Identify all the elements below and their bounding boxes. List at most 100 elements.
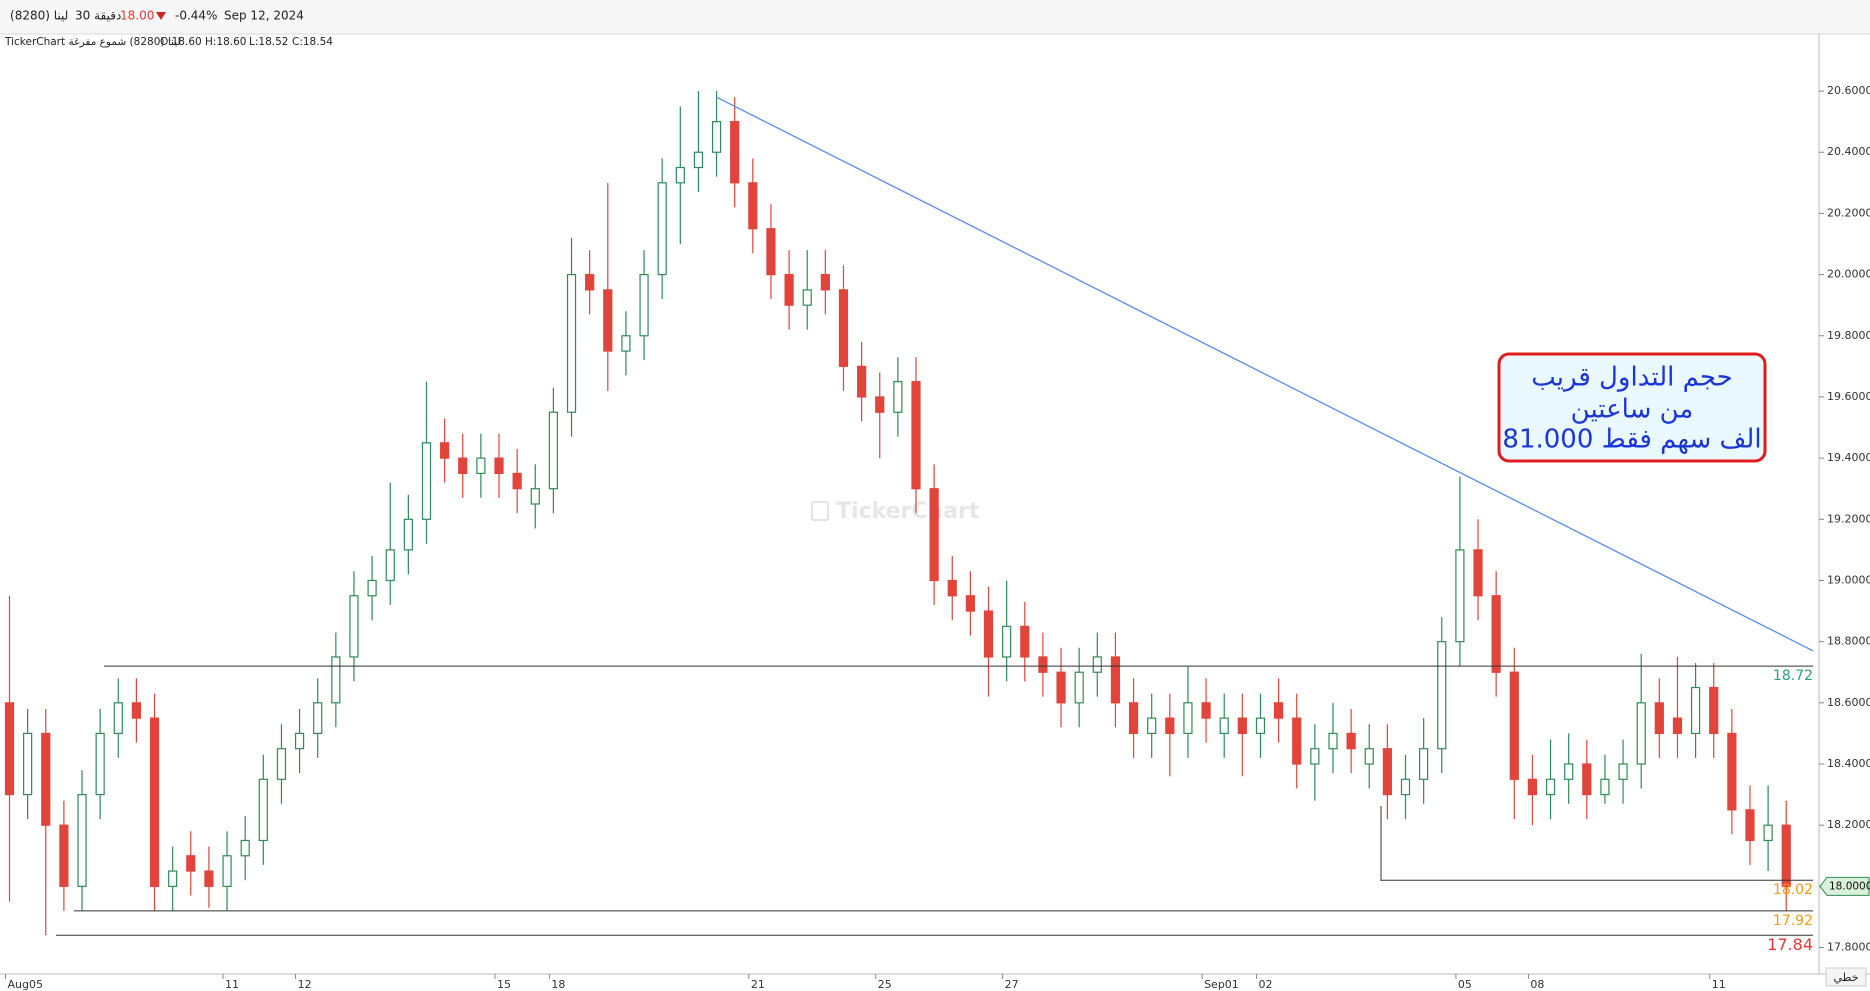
y-tick-label: 18.2000 bbox=[1827, 818, 1870, 831]
candle-body bbox=[1183, 702, 1193, 735]
candle-body bbox=[440, 442, 450, 459]
x-tick-label: 15 bbox=[497, 978, 511, 991]
candle-body bbox=[983, 610, 994, 658]
candle-body bbox=[603, 289, 613, 352]
candle-body bbox=[1600, 778, 1610, 796]
candle-body bbox=[1455, 549, 1465, 643]
y-tick-label: 20.0000 bbox=[1827, 268, 1870, 281]
candle-body bbox=[1237, 717, 1247, 735]
level-label: 17.84 bbox=[1767, 935, 1813, 954]
candle-body bbox=[1437, 641, 1447, 750]
candle-body bbox=[711, 121, 722, 153]
chart-type-button[interactable] bbox=[1825, 967, 1867, 987]
candle-body bbox=[566, 273, 577, 413]
candle-body bbox=[421, 442, 432, 520]
candle-body bbox=[494, 457, 504, 475]
candle-body bbox=[1745, 809, 1755, 842]
candle-body bbox=[748, 182, 758, 230]
down-arrow bbox=[156, 12, 166, 20]
x-tick-label: 11 bbox=[225, 978, 239, 991]
x-tick-label: 11 bbox=[1712, 978, 1726, 991]
candle-body bbox=[476, 457, 486, 475]
y-tick-label: 19.4000 bbox=[1827, 451, 1870, 464]
y-tick-label: 20.2000 bbox=[1827, 206, 1870, 219]
candle-body bbox=[639, 273, 649, 337]
candle-body bbox=[41, 732, 51, 826]
candle-body bbox=[548, 411, 559, 490]
price-tag bbox=[1819, 876, 1870, 896]
x-tick-label: 08 bbox=[1530, 978, 1544, 991]
price-tag-label: 18.0000 bbox=[1829, 880, 1870, 892]
candle-body bbox=[911, 381, 921, 490]
candle-body bbox=[1310, 748, 1320, 765]
candle-body bbox=[675, 166, 685, 184]
candle-body bbox=[1727, 732, 1737, 811]
candle-body bbox=[784, 273, 794, 306]
candle-body bbox=[1763, 824, 1773, 842]
candle-body bbox=[1219, 717, 1229, 735]
high-label: H:18.60 bbox=[205, 36, 247, 48]
y-tick-label: 20.6000 bbox=[1827, 84, 1870, 97]
candle-body bbox=[1709, 686, 1719, 735]
candle-body bbox=[59, 824, 69, 887]
candle-body bbox=[512, 472, 522, 490]
candle-body bbox=[1292, 717, 1302, 765]
candle-body bbox=[1473, 549, 1483, 597]
candle-body bbox=[1110, 656, 1121, 704]
open-label: O:18.60 bbox=[160, 36, 202, 48]
candle-body bbox=[23, 732, 33, 796]
candle-body bbox=[458, 457, 468, 475]
candle-body bbox=[1509, 671, 1519, 780]
candle-body bbox=[1636, 702, 1646, 765]
candle-body bbox=[385, 549, 395, 582]
candle-body bbox=[331, 656, 341, 704]
candle-body bbox=[1382, 748, 1392, 796]
candle-body bbox=[222, 855, 232, 887]
candle-body bbox=[1165, 717, 1175, 735]
y-tick-label: 19.6000 bbox=[1827, 390, 1870, 403]
candle-body bbox=[1582, 763, 1592, 796]
level-label: 18.72 bbox=[1773, 668, 1813, 684]
candle-body bbox=[893, 381, 903, 413]
candle-body bbox=[965, 595, 975, 612]
candle-body bbox=[947, 579, 957, 597]
y-tick-label: 19.8000 bbox=[1827, 329, 1870, 342]
annotation-line: 81.000 الف سهم فقط bbox=[1502, 425, 1761, 455]
y-tick-label: 17.8000 bbox=[1827, 941, 1870, 954]
candle-body bbox=[1690, 686, 1701, 735]
x-tick-label: 02 bbox=[1258, 978, 1272, 991]
candle-body bbox=[168, 870, 178, 887]
candle-body bbox=[693, 151, 704, 169]
close-label: C:18.54 bbox=[292, 36, 333, 48]
candle-body bbox=[1092, 656, 1102, 673]
candle-body bbox=[1273, 702, 1284, 719]
candle-body bbox=[1201, 702, 1211, 719]
interval: 30 دقيقة bbox=[75, 9, 121, 23]
candle-body bbox=[875, 396, 885, 413]
candle-body bbox=[929, 488, 939, 582]
candle-body bbox=[1328, 732, 1338, 750]
candle-body bbox=[857, 365, 867, 398]
x-tick-label: 18 bbox=[551, 978, 565, 991]
candle-body bbox=[838, 289, 849, 367]
candle-body bbox=[276, 748, 287, 780]
candle-body bbox=[403, 518, 413, 551]
x-tick-label: 21 bbox=[751, 978, 765, 991]
candle-body bbox=[1020, 625, 1030, 658]
candle-body bbox=[313, 702, 323, 735]
candle-body bbox=[1038, 656, 1048, 673]
y-tick-label: 18.8000 bbox=[1827, 635, 1870, 648]
candle-body bbox=[204, 870, 214, 887]
annotation-box bbox=[1497, 352, 1767, 463]
candle-body bbox=[349, 595, 359, 658]
candle-body bbox=[77, 793, 87, 887]
candle-body bbox=[1654, 702, 1664, 735]
chart-type-label[interactable]: خطي bbox=[1834, 971, 1859, 984]
candle-body bbox=[1672, 717, 1683, 735]
candle-body bbox=[621, 335, 631, 352]
header-bar bbox=[0, 0, 1870, 34]
symbol: لينا (8280) bbox=[10, 9, 68, 23]
candle-body bbox=[4, 702, 15, 796]
